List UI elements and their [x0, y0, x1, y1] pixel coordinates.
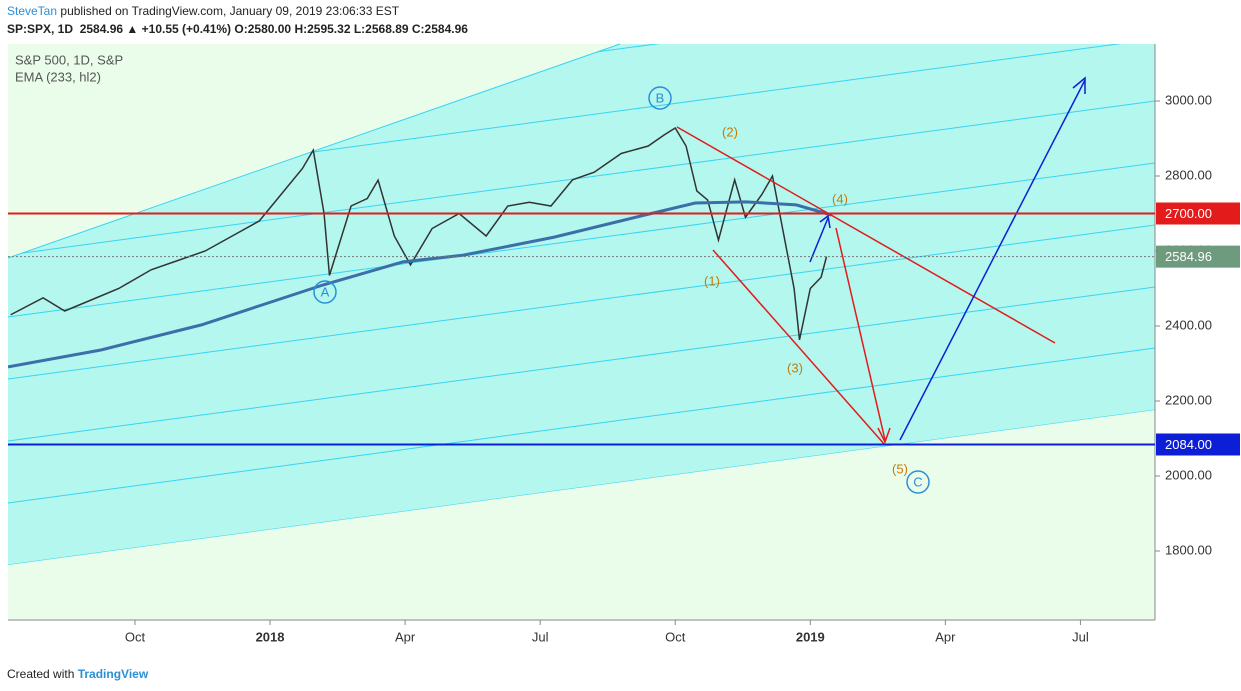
marks	[8, 126, 832, 369]
x-tick-label: 2018	[256, 629, 285, 644]
wave-drawings	[313, 76, 1086, 494]
y-tick-label: 2400.00	[1165, 317, 1212, 332]
ema-line	[8, 200, 832, 369]
y-tick-label: 2200.00	[1165, 392, 1212, 407]
wave-label: (4)	[832, 191, 848, 206]
published: published on TradingView.com, January 09…	[60, 4, 400, 18]
level-label: 2084.00	[1165, 437, 1212, 452]
x-tick-label: Apr	[395, 629, 416, 644]
wave-label: (5)	[892, 461, 908, 476]
x-tick-label: Oct	[125, 629, 146, 644]
wave-label: (2)	[722, 124, 738, 139]
header-line: SteveTan published on TradingView.com, J…	[7, 4, 399, 18]
low: L:2568.89	[353, 22, 409, 36]
level-tag	[1156, 433, 1240, 456]
legend-1: EMA (233, hl2)	[15, 69, 101, 84]
x-tick-label: Apr	[935, 629, 956, 644]
symbol-line: SP:SPX, 1D 2584.96 ▲ +10.55 (+0.41%) O:2…	[7, 22, 468, 36]
level-tag	[1156, 202, 1240, 225]
created: Created with	[7, 667, 75, 681]
symbol: SP:SPX, 1D	[7, 22, 74, 36]
open: O:2580.00	[234, 22, 292, 36]
wave-label: A	[321, 284, 330, 299]
y-tick-label: 3000.00	[1165, 92, 1212, 107]
brand: TradingView	[77, 667, 149, 681]
level-label: 2700.00	[1165, 206, 1212, 221]
wave-label: (1)	[704, 273, 720, 288]
wave-label: (3)	[787, 360, 803, 375]
wave-label: B	[656, 90, 665, 105]
wave-label: C	[913, 474, 922, 489]
close: C:2584.96	[411, 22, 468, 36]
x-tick-label: 2019	[796, 629, 825, 644]
chart: S&P 500, 1D, S&P EMA (233, hl2) 1800.00 2…	[7, 43, 1240, 644]
change: +10.55 (+0.41%)	[141, 22, 232, 36]
level-label: 2584.96	[1165, 249, 1212, 264]
level-tag	[1156, 245, 1240, 268]
legend-0: S&P 500, 1D, S&P	[15, 52, 123, 67]
x-tick-label: Oct	[665, 629, 686, 644]
author: SteveTan	[7, 4, 58, 18]
channel-fill	[8, 44, 1155, 565]
last: 2584.96	[79, 22, 124, 36]
footer: Created with TradingView	[7, 667, 148, 681]
high: H:2595.32	[294, 22, 351, 36]
y-tick-label: 2000.00	[1165, 467, 1212, 482]
x-tick-label: Jul	[532, 629, 549, 644]
x-tick-label: Jul	[1072, 629, 1089, 644]
y-tick-label: 2800.00	[1165, 167, 1212, 182]
price-line	[10, 126, 828, 341]
y-tick-label: 1800.00	[1165, 542, 1212, 557]
